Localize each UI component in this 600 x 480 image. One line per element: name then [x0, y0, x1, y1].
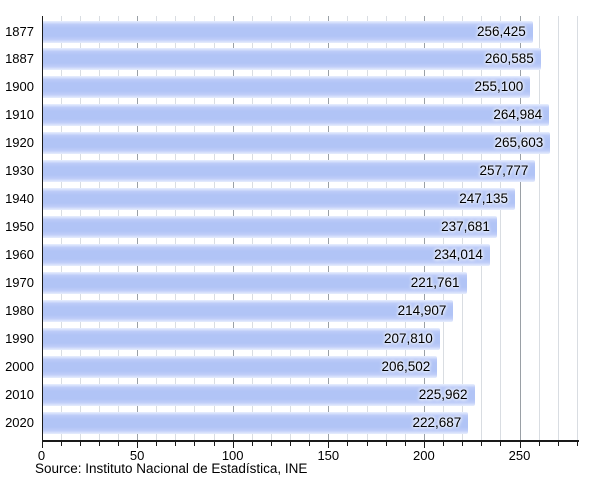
year-label: 1950 [5, 219, 34, 234]
bar: 214,907 [42, 299, 454, 322]
source-caption: Source: Instituto Nacional de Estadístic… [35, 461, 308, 476]
x-axis-minor-tick [366, 441, 368, 446]
x-axis-tick-label: 250 [508, 448, 531, 463]
x-axis-minor-tick [500, 441, 502, 446]
grid-line-minor [538, 16, 540, 440]
grid-line-minor [576, 16, 578, 440]
bar-value-label: 237,681 [441, 219, 490, 234]
bar: 260,585 [42, 48, 541, 71]
bar: 265,603 [42, 132, 551, 155]
bar-value-label: 260,585 [484, 51, 534, 67]
year-label: 1990 [5, 330, 34, 346]
x-axis-minor-tick [481, 441, 483, 446]
grid-line-minor [557, 16, 559, 440]
x-axis-minor-tick [175, 441, 177, 446]
x-axis-major-tick [232, 441, 234, 448]
grid-line-minor [500, 16, 502, 440]
bar-value-label: 264,984 [493, 107, 543, 123]
bar-value-label: 265,603 [494, 135, 544, 151]
year-label: 1887 [5, 51, 34, 67]
x-axis-minor-tick [98, 441, 100, 446]
bar-value-label: 222,687 [412, 414, 462, 430]
x-axis-minor-tick [156, 441, 158, 446]
bar: 247,135 [42, 188, 516, 211]
x-axis-minor-tick [290, 441, 292, 446]
bar: 225,962 [42, 383, 475, 406]
x-axis-tick-label: 100 [221, 448, 244, 463]
bar-value-label: 221,761 [410, 274, 460, 290]
bar: 256,425 [42, 20, 533, 43]
x-axis-tick-label: 200 [413, 448, 435, 463]
bar-value-label: 255,100 [474, 79, 524, 95]
x-axis-minor-tick [117, 441, 119, 446]
bar: 257,777 [42, 160, 536, 183]
x-axis-tick-label: 50 [129, 448, 145, 463]
bar: 207,810 [42, 327, 440, 350]
bar: 264,984 [42, 104, 550, 127]
x-axis-minor-tick [404, 441, 406, 446]
x-axis-minor-tick [213, 441, 215, 446]
x-axis-minor-tick [79, 441, 81, 446]
x-axis-minor-tick [576, 441, 578, 446]
x-axis-major-tick [423, 441, 425, 448]
x-axis-minor-tick [251, 441, 253, 446]
x-axis-major-tick [328, 441, 330, 448]
year-label: 1910 [5, 107, 34, 123]
bar-value-label: 206,502 [381, 358, 431, 374]
bar-value-label: 234,014 [434, 246, 483, 262]
year-label: 1940 [5, 191, 34, 207]
year-label: 2010 [5, 386, 34, 402]
bar: 237,681 [42, 216, 497, 238]
bar: 221,761 [42, 271, 467, 294]
year-label: 1920 [5, 135, 34, 151]
bar: 255,100 [42, 76, 531, 99]
bar-value-label: 256,425 [476, 23, 526, 39]
bar-value-label: 257,777 [479, 163, 529, 179]
bar: 206,502 [42, 355, 438, 378]
year-label: 1930 [5, 163, 34, 179]
x-axis-minor-tick [462, 441, 464, 446]
grid-line-major [519, 16, 521, 440]
bar-value-label: 247,135 [459, 191, 509, 207]
x-axis-minor-tick [309, 441, 311, 446]
x-axis-major-tick [137, 441, 139, 448]
year-label: 1970 [5, 274, 34, 290]
bar-value-label: 207,810 [384, 330, 433, 346]
x-axis-tick-label: 150 [317, 448, 340, 463]
x-axis-minor-tick [194, 441, 196, 446]
year-label: 1960 [5, 246, 34, 262]
x-axis-minor-tick [60, 441, 62, 446]
x-axis-major-tick [519, 441, 521, 448]
y-axis-line [41, 16, 43, 441]
x-axis-minor-tick [538, 441, 540, 446]
x-axis-minor-tick [270, 441, 272, 446]
x-axis-tick-label: 0 [37, 448, 46, 463]
x-axis-minor-tick [385, 441, 387, 446]
x-axis-minor-tick [443, 441, 445, 446]
x-axis-major-tick [41, 441, 43, 448]
bar: 222,687 [42, 411, 469, 434]
bar-value-label: 225,962 [418, 386, 468, 402]
bar: 234,014 [42, 243, 490, 266]
year-label: 1980 [5, 302, 34, 318]
x-axis-minor-tick [557, 441, 559, 446]
year-label: 2000 [5, 358, 34, 374]
year-label: 1877 [5, 23, 34, 39]
x-axis-line [41, 440, 579, 442]
year-label: 1900 [5, 79, 34, 95]
bar-value-label: 214,907 [397, 302, 447, 318]
year-label: 2020 [5, 414, 34, 430]
x-axis-minor-tick [347, 441, 349, 446]
